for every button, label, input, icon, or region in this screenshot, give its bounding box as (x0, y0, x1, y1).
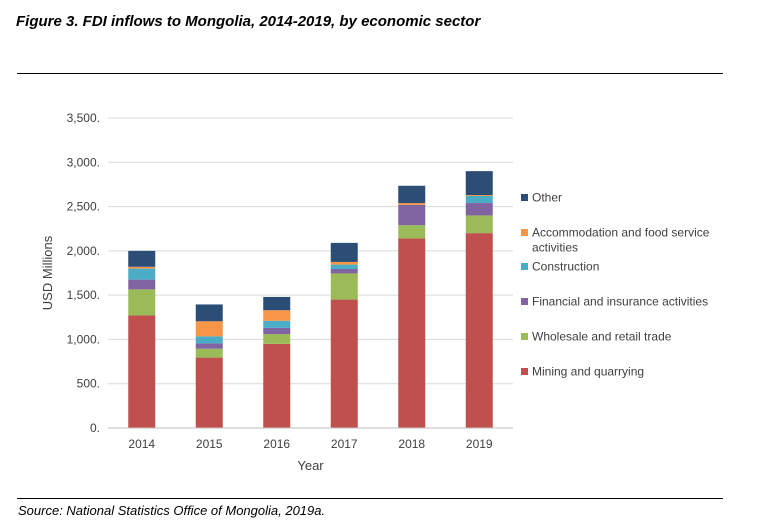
top-divider (17, 73, 723, 74)
bottom-divider (17, 498, 723, 499)
x-tick-label: 2014 (128, 437, 155, 451)
legend-label: Accommodation and food service activities (532, 226, 710, 255)
bar-stacks (128, 171, 493, 428)
gridlines (108, 117, 513, 385)
legend-swatch (521, 229, 528, 236)
bar-segment-mining-and-quarrying-2015 (195, 357, 223, 428)
bar-segment-wholesale-and-retail-trade-2015 (195, 348, 223, 358)
bar-segment-wholesale-and-retail-trade-2018 (398, 225, 426, 239)
legend-item-construction: Construction (521, 260, 599, 274)
figure-title: Figure 3. FDI inflows to Mongolia, 2014-… (16, 13, 481, 30)
bar-segment-construction-2017 (330, 264, 358, 270)
legend-label: Financial and insurance activities (532, 295, 708, 309)
legend-swatch (521, 263, 528, 270)
x-tick-label: 2019 (466, 437, 493, 451)
y-axis-ticks: 0. 500. 1,000. 1,500. 2,000. 2,500. 3,000. 3,50… (67, 111, 100, 435)
x-tick-label: 2017 (331, 437, 358, 451)
bar-segment-accommodation-and-food-service-activities-2014 (128, 266, 156, 269)
bar-segment-accommodation-and-food-service-activities-2018 (398, 203, 426, 205)
legend-item-wholesale-and-retail-trade: Wholesale and retail trade (521, 330, 672, 344)
bar-segment-accommodation-and-food-service-activities-2015 (195, 321, 223, 337)
bar-segment-financial-and-insurance-activities-2015 (195, 343, 223, 349)
bar-segment-wholesale-and-retail-trade-2016 (263, 334, 291, 344)
bar-segment-mining-and-quarrying-2018 (398, 238, 426, 428)
y-tick-label: 500. (77, 377, 100, 391)
legend-swatch (521, 298, 528, 305)
legend-label: Other (532, 191, 562, 205)
y-axis-title: USD Millions (40, 235, 55, 310)
x-axis-title: Year (297, 458, 324, 473)
bar-segment-accommodation-and-food-service-activities-2019 (465, 195, 493, 196)
x-tick-label: 2018 (398, 437, 425, 451)
y-tick-label: 1,000. (67, 332, 100, 346)
legend-item-mining-and-quarrying: Mining and quarrying (521, 365, 644, 379)
bar-segment-mining-and-quarrying-2017 (330, 299, 358, 428)
bar-segment-financial-and-insurance-activities-2018 (398, 204, 426, 226)
y-tick-label: 3,500. (67, 111, 100, 125)
bar-segment-financial-and-insurance-activities-2019 (465, 203, 493, 216)
bar-segment-other-2019 (465, 171, 493, 196)
bar-segment-financial-and-insurance-activities-2017 (330, 269, 358, 274)
legend-item-other: Other (521, 191, 562, 205)
y-tick-label: 2,000. (67, 244, 100, 258)
bar-segment-wholesale-and-retail-trade-2017 (330, 273, 358, 300)
y-tick-label: 3,000. (67, 155, 100, 169)
bar-segment-other-2017 (330, 242, 358, 262)
source-note: Source: National Statistics Office of Mo… (18, 503, 326, 518)
bar-segment-financial-and-insurance-activities-2014 (128, 279, 156, 290)
bar-segment-other-2018 (398, 185, 426, 204)
x-tick-label: 2016 (263, 437, 290, 451)
legend-label: Mining and quarrying (532, 365, 644, 379)
bar-segment-financial-and-insurance-activities-2016 (263, 327, 291, 335)
legend-swatch (521, 333, 528, 340)
bar-segment-accommodation-and-food-service-activities-2016 (263, 310, 291, 321)
bar-segment-mining-and-quarrying-2019 (465, 233, 493, 428)
bar-segment-wholesale-and-retail-trade-2014 (128, 289, 156, 316)
y-tick-label: 1,500. (67, 288, 100, 302)
bar-segment-other-2015 (195, 304, 223, 322)
y-tick-label: 2,500. (67, 200, 100, 214)
legend-item-financial-and-insurance-activities: Financial and insurance activities (521, 295, 708, 309)
y-tick-label: 0. (90, 421, 100, 435)
bar-segment-construction-2016 (263, 320, 291, 328)
legend-label: Construction (532, 260, 599, 274)
x-tick-label: 2015 (196, 437, 223, 451)
legend-swatch (521, 368, 528, 375)
bar-segment-other-2016 (263, 296, 291, 311)
legend-label: Wholesale and retail trade (532, 330, 672, 344)
bar-segment-construction-2015 (195, 336, 223, 344)
legend-swatch (521, 194, 528, 201)
legend: Other Accommodation and food service activ… (521, 191, 710, 379)
x-axis-ticks: 2014 2015 2016 2017 2018 2019 (128, 437, 493, 451)
bar-segment-construction-2014 (128, 268, 156, 280)
bar-segment-construction-2019 (465, 195, 493, 204)
legend-item-accommodation-and-food-service-activities: Accommodation and food service activities (521, 226, 710, 255)
bar-segment-accommodation-and-food-service-activities-2017 (330, 261, 358, 265)
bar-segment-mining-and-quarrying-2016 (263, 343, 291, 428)
bar-segment-other-2014 (128, 250, 156, 267)
bar-segment-wholesale-and-retail-trade-2019 (465, 215, 493, 234)
bar-segment-mining-and-quarrying-2014 (128, 315, 156, 428)
